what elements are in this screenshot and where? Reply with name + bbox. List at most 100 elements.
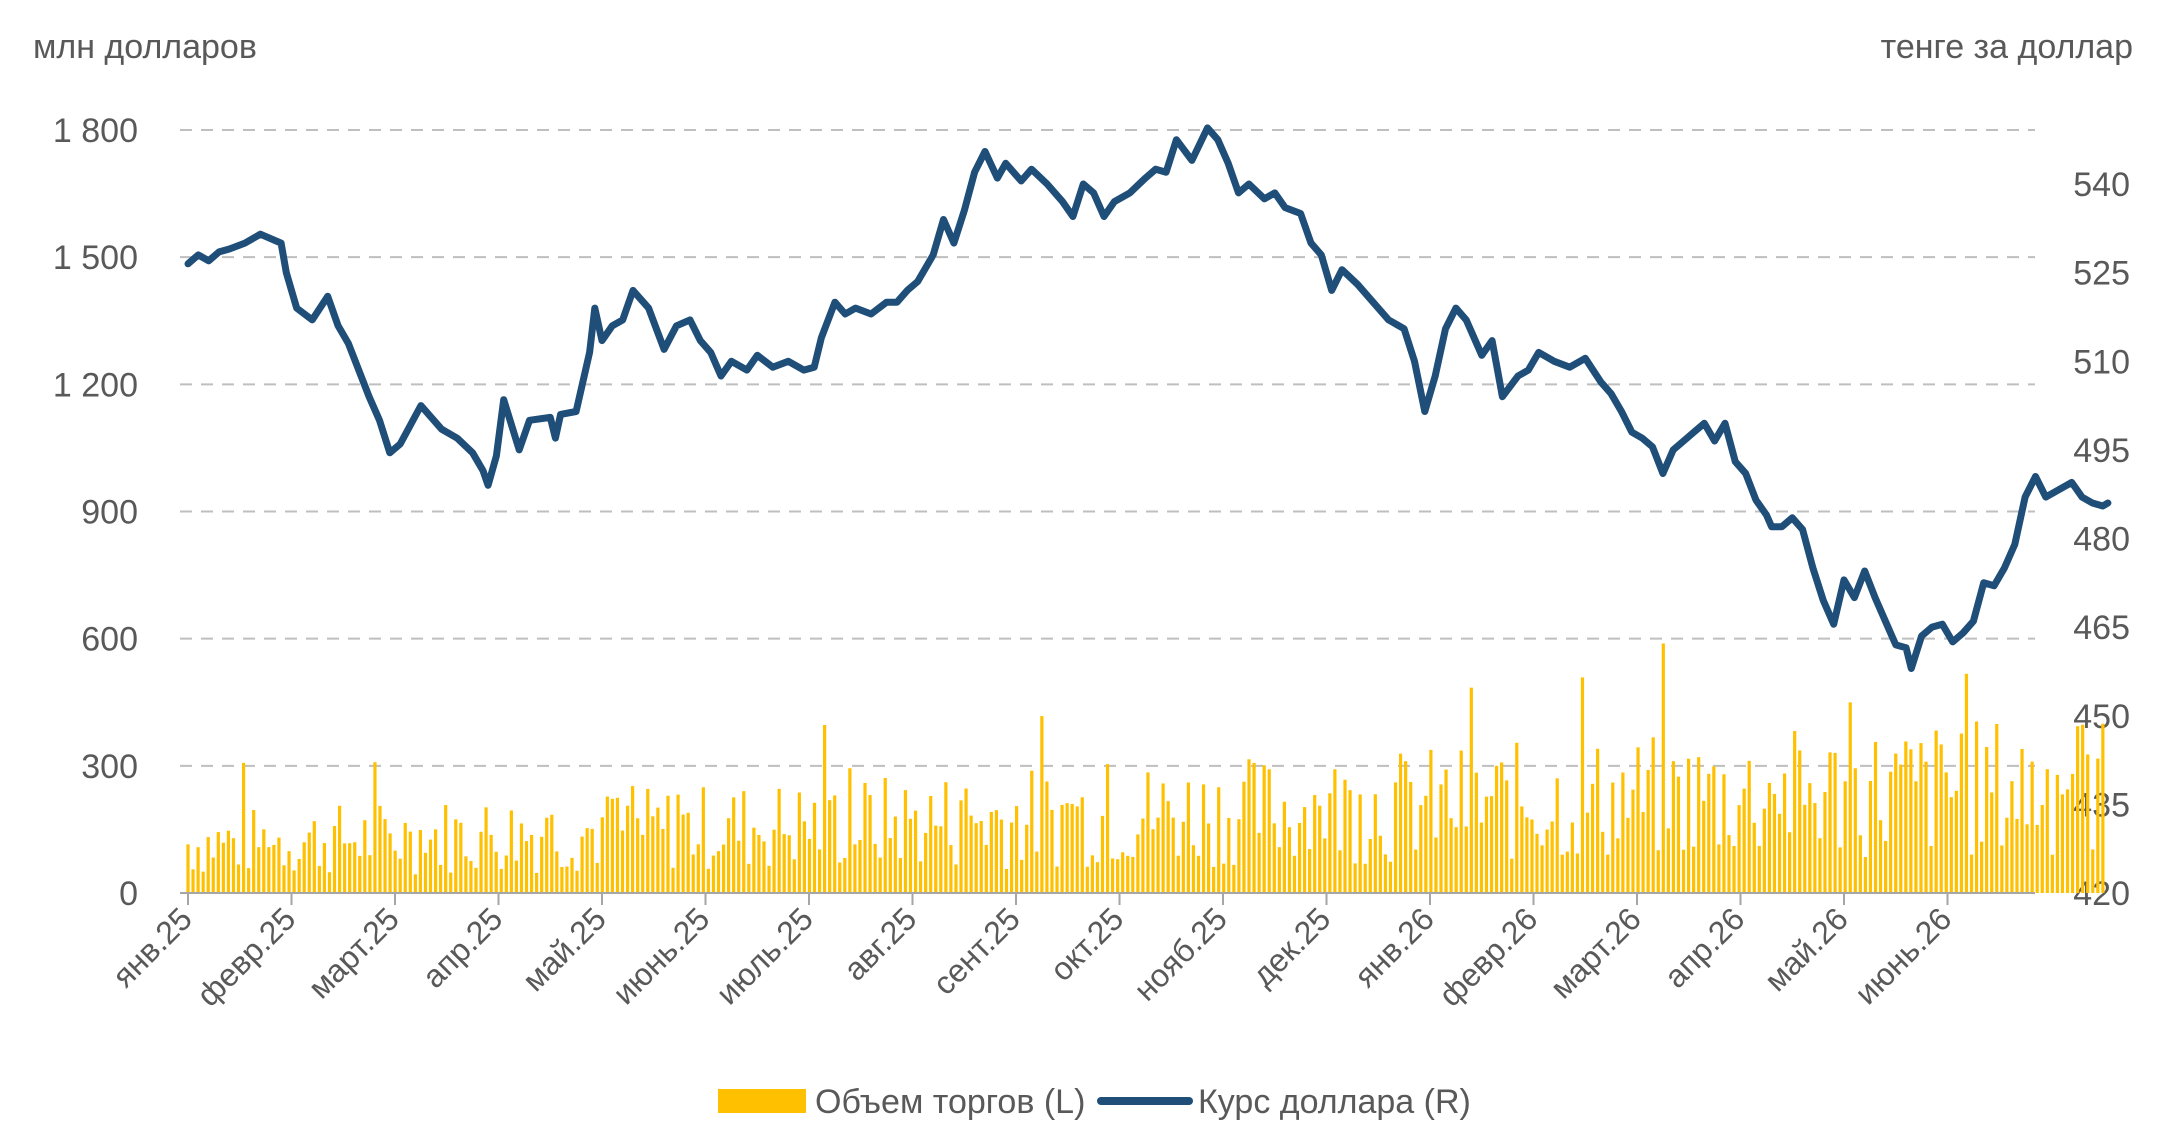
volume-bar [565, 866, 569, 893]
volume-bar [479, 831, 483, 893]
volume-bar [1287, 827, 1292, 893]
volume-bar [514, 860, 519, 893]
volume-bar [1040, 716, 1044, 893]
volume-bar [964, 788, 968, 893]
volume-bar [439, 864, 443, 893]
volume-bar [681, 814, 685, 893]
volume-bar [1429, 749, 1433, 893]
volume-bar [1070, 803, 1074, 893]
volume-bar [944, 782, 948, 893]
volume-bar [762, 841, 766, 893]
volume-bar [519, 823, 524, 893]
legend-label-rate: Курс доллара (R) [1198, 1083, 1471, 1121]
volume-bar [1889, 771, 1893, 893]
volume-bar [1424, 795, 1428, 893]
volume-bar [2096, 758, 2100, 893]
volume-bar [1414, 849, 1418, 893]
volume-bar [1980, 841, 1984, 893]
volume-bar [1404, 761, 1408, 893]
volume-bar [272, 844, 276, 893]
volume-bar [1373, 794, 1377, 893]
volume-bar [1904, 741, 1908, 893]
volume-bar [1788, 832, 1792, 893]
volume-bar [1601, 831, 1605, 893]
volume-bar [1697, 757, 1701, 893]
volume-bar [1530, 819, 1534, 893]
volume-bar [1570, 822, 1574, 893]
volume-bar [858, 840, 862, 893]
volume-bar [742, 791, 746, 893]
volume-bar [560, 867, 564, 893]
volume-bar [812, 802, 817, 893]
volume-bar [1616, 838, 1620, 893]
volume-bar [984, 844, 988, 893]
volume-bar [1156, 817, 1160, 893]
volume-bar [1555, 778, 1559, 893]
volume-bar [1939, 744, 1943, 893]
volume-bar [2005, 817, 2009, 893]
x-tick-label: апр.26 [1657, 900, 1751, 994]
volume-bar [1212, 866, 1216, 893]
volume-bar [782, 834, 786, 893]
volume-bar [777, 788, 781, 893]
volume-bar [241, 762, 246, 893]
volume-bar [504, 855, 508, 893]
volume-bar [1469, 687, 1473, 893]
volume-bar [1732, 846, 1736, 893]
volume-bar [1368, 839, 1372, 893]
volume-bar [868, 795, 872, 893]
volume-bar [2076, 726, 2080, 893]
volume-bar [484, 807, 488, 893]
volume-bar [999, 819, 1004, 893]
volume-bar [2040, 805, 2044, 893]
volume-bar [221, 842, 225, 893]
volume-bar [1318, 805, 1322, 893]
volume-bar [1641, 812, 1645, 893]
volume-bar [1646, 769, 1650, 893]
volume-bar [767, 865, 771, 893]
volume-bar [1722, 774, 1726, 893]
volume-bar [898, 858, 902, 893]
volume-bar [1535, 833, 1539, 893]
volume-bar [1985, 746, 1989, 893]
volume-bar [913, 810, 918, 893]
volume-bar [1954, 790, 1958, 893]
volume-bar [1828, 752, 1832, 893]
left-tick-label: 0 [119, 875, 138, 913]
volume-bar [903, 790, 908, 893]
volume-bar [656, 807, 660, 893]
volume-bar [989, 812, 993, 893]
volume-bar [267, 847, 271, 893]
volume-bar [469, 861, 473, 893]
volume-bar [1929, 845, 1933, 893]
left-tick-label: 1 800 [53, 112, 138, 150]
volume-bar [1949, 797, 1953, 893]
volume-bar [843, 857, 847, 893]
volume-bar [1727, 835, 1731, 893]
volume-bar [449, 872, 453, 893]
volume-bar [1525, 817, 1529, 893]
x-tick-label: июнь.26 [1848, 900, 1959, 1011]
volume-bar [312, 821, 316, 893]
volume-bar [1934, 730, 1938, 893]
x-tick-label: апр.25 [415, 900, 509, 994]
volume-bar [1393, 782, 1398, 893]
rate-line-series [184, 124, 2112, 672]
volume-bar [711, 855, 716, 893]
volume-bar [1348, 790, 1352, 893]
volume-bar [1055, 866, 1059, 893]
volume-bar [1398, 753, 1403, 893]
volume-bar [1899, 764, 1903, 893]
volume-bar [1009, 822, 1014, 893]
volume-bar [696, 844, 700, 893]
volume-bar [1136, 834, 1140, 893]
volume-bar [1924, 761, 1928, 893]
volume-bar [1606, 854, 1610, 893]
volume-bar [732, 797, 736, 893]
volume-bar [1686, 758, 1691, 893]
legend-label-volume: Объем торгов (L) [815, 1083, 1085, 1121]
volume-bar [1818, 838, 1822, 893]
volume-bar [1181, 821, 1185, 893]
volume-bar [1196, 855, 1201, 893]
volume-bar [1494, 765, 1499, 893]
